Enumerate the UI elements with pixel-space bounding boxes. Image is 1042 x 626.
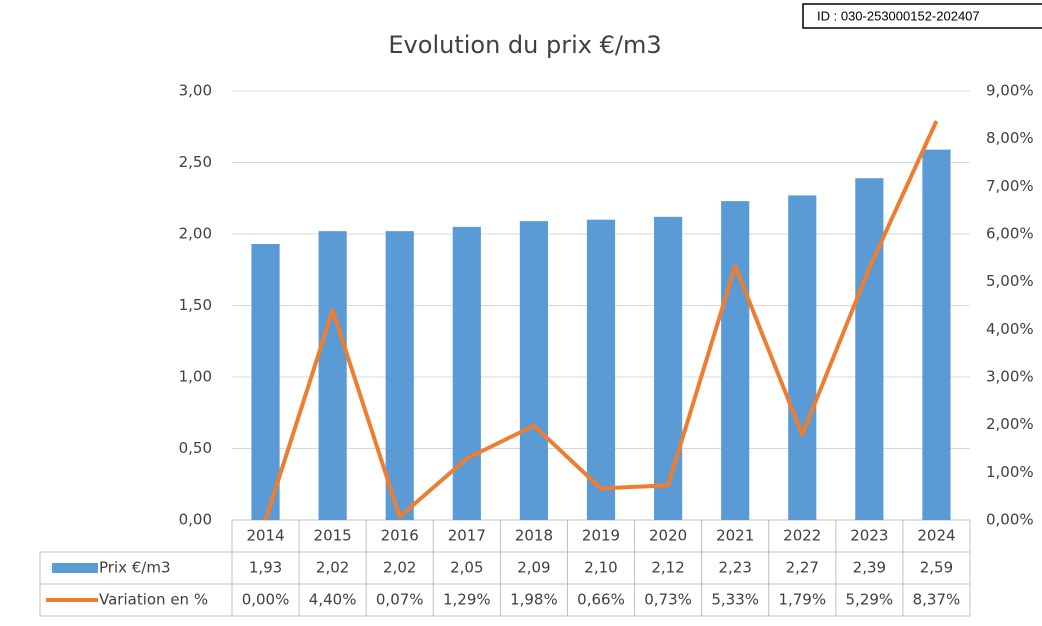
x-tick-label: 2016 [381, 527, 419, 545]
y2-tick-label: 6,00% [986, 225, 1034, 243]
x-tick-label: 2019 [582, 527, 620, 545]
bar [452, 226, 481, 520]
id-box [802, 3, 1042, 29]
table-value: 2,02 [316, 559, 349, 577]
bar [318, 231, 347, 520]
table-value: 1,29% [443, 591, 491, 609]
x-tick-label: 2018 [515, 527, 553, 545]
table-value: 2,23 [718, 559, 751, 577]
x-tick-label: 2015 [314, 527, 352, 545]
y2-tick-label: 7,00% [986, 177, 1034, 195]
y-tick-label: 0,00 [179, 511, 212, 529]
y2-tick-label: 0,00% [986, 511, 1034, 529]
bar [251, 244, 280, 520]
table-value: 0,07% [376, 591, 424, 609]
table-value: 2,39 [853, 559, 886, 577]
table-value: 4,40% [309, 591, 357, 609]
y2-tick-label: 8,00% [986, 129, 1034, 147]
chart-title: Evolution du prix €/m3 [388, 31, 661, 59]
y-tick-label: 2,50 [179, 153, 212, 171]
table-value: 1,98% [510, 591, 558, 609]
x-tick-label: 2014 [246, 527, 284, 545]
legend-label: Variation en % [99, 591, 208, 609]
table-value: 2,12 [651, 559, 684, 577]
y-tick-label: 3,00 [179, 82, 212, 100]
table-value: 2,27 [786, 559, 819, 577]
y-tick-label: 0,50 [179, 439, 212, 457]
x-tick-label: 2022 [783, 527, 821, 545]
y2-tick-label: 1,00% [986, 463, 1034, 481]
x-tick-label: 2020 [649, 527, 687, 545]
x-tick-label: 2021 [716, 527, 754, 545]
table-value: 2,02 [383, 559, 416, 577]
y2-tick-label: 2,00% [986, 415, 1034, 433]
table-value: 2,59 [920, 559, 953, 577]
bar [519, 221, 548, 520]
table-value: 1,93 [249, 559, 282, 577]
y2-tick-label: 3,00% [986, 368, 1034, 386]
bar [654, 216, 683, 520]
table-value: 1,79% [778, 591, 826, 609]
bar [721, 201, 750, 521]
table-value: 2,09 [517, 559, 550, 577]
y-tick-label: 2,00 [179, 225, 212, 243]
table-value: 0,66% [577, 591, 625, 609]
x-tick-label: 2023 [850, 527, 888, 545]
bar [586, 219, 616, 520]
y2-tick-label: 5,00% [986, 272, 1034, 290]
y2-tick-label: 9,00% [986, 82, 1034, 100]
table-value: 2,05 [450, 559, 483, 577]
legend-key [52, 563, 98, 573]
id-label: ID : 030-253000152-202407 [817, 8, 980, 23]
y-tick-label: 1,00 [179, 368, 212, 386]
line [263, 120, 939, 521]
bar [788, 195, 817, 520]
table-value: 8,37% [913, 591, 961, 609]
bar [922, 149, 951, 520]
table-value: 5,33% [711, 591, 759, 609]
table-value: 5,29% [846, 591, 894, 609]
x-tick-label: 2017 [448, 527, 486, 545]
y2-tick-label: 4,00% [986, 320, 1034, 338]
table-value: 2,10 [584, 559, 617, 577]
bar [385, 231, 414, 520]
legend-label: Prix €/m3 [99, 559, 171, 577]
table-value: 0,00% [242, 591, 290, 609]
y-tick-label: 1,50 [179, 296, 212, 314]
bar [855, 178, 884, 521]
x-tick-label: 2024 [917, 527, 955, 545]
table-value: 0,73% [644, 591, 692, 609]
